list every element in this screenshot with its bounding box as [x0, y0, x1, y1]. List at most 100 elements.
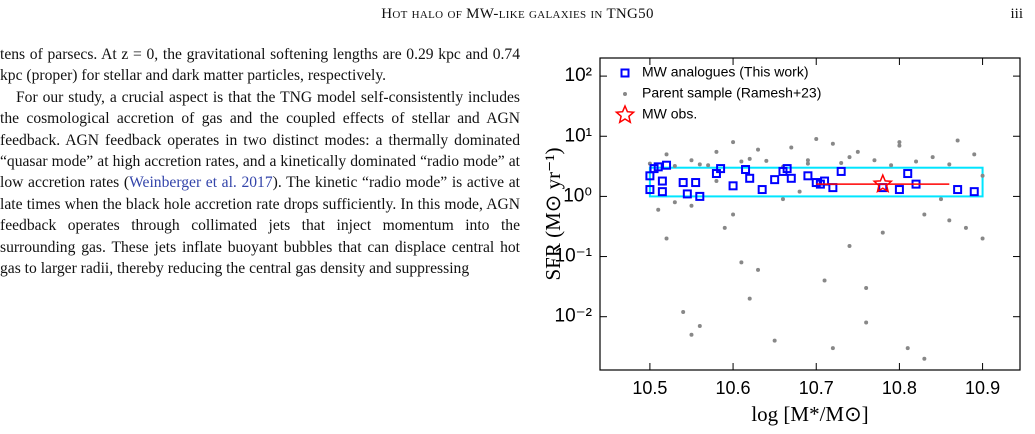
marker-dot	[656, 207, 661, 212]
marker-dot	[822, 278, 827, 283]
page-number: iii	[1010, 6, 1023, 22]
marker-square	[786, 173, 796, 183]
marker-dot	[864, 320, 869, 325]
legend-marker	[614, 104, 636, 124]
text: For our study, a crucial aspect is that …	[0, 88, 520, 192]
marker-square	[969, 187, 979, 197]
marker-square	[894, 185, 904, 195]
legend-marker	[620, 68, 630, 78]
legend-label: Parent sample (Ramesh+23)	[642, 85, 821, 101]
marker-dot	[847, 155, 852, 160]
marker-dot	[689, 203, 694, 208]
marker-dot	[880, 230, 885, 235]
marker-dot	[706, 163, 711, 168]
legend-label: MW obs.	[642, 106, 697, 122]
marker-square	[678, 178, 688, 188]
marker-dot	[897, 140, 902, 145]
marker-square	[770, 175, 780, 185]
marker-dot	[747, 296, 752, 301]
marker-dot	[947, 218, 952, 223]
marker-dot	[855, 149, 860, 154]
marker-dot	[805, 161, 810, 166]
marker-dot	[980, 173, 985, 178]
marker-dot	[955, 138, 960, 143]
marker-dot	[805, 158, 810, 163]
text: ). The kinetic “radio mode” is active at…	[0, 174, 520, 278]
marker-dot	[830, 346, 835, 351]
marker-square	[953, 185, 963, 195]
marker-square	[782, 164, 792, 174]
y-tick-label: 10⁻²	[555, 306, 593, 327]
marker-square	[691, 178, 701, 188]
legend-marker	[623, 92, 627, 96]
marker-dot	[739, 260, 744, 265]
marker-dot	[847, 243, 852, 248]
marker-square	[741, 165, 751, 175]
marker-dot	[689, 332, 694, 337]
marker-square	[828, 183, 838, 193]
y-axis-label: SFR (M⊙ yr⁻¹)	[541, 148, 565, 281]
marker-dot	[980, 236, 985, 241]
marker-dot	[664, 152, 669, 157]
marker-dot	[714, 179, 719, 184]
marker-dot	[689, 158, 694, 163]
y-tick-label: 10⁻¹	[555, 246, 593, 267]
marker-dot	[972, 152, 977, 157]
marker-square	[836, 166, 846, 176]
marker-dot	[772, 338, 777, 343]
marker-dot	[914, 159, 919, 164]
marker-dot	[814, 137, 819, 142]
marker-square	[662, 160, 672, 170]
selection-box	[648, 166, 984, 198]
marker-dot	[872, 158, 877, 163]
marker-dot	[672, 164, 677, 169]
x-tick-label: 10.6	[716, 378, 751, 398]
marker-square	[645, 185, 655, 195]
marker-square	[657, 176, 667, 186]
marker-dot	[739, 159, 744, 164]
marker-square	[695, 191, 705, 201]
marker-dot	[747, 156, 752, 161]
y-tick-label: 10¹	[565, 125, 592, 146]
running-header: Hot halo of MW-like galaxies in TNG50 ii…	[0, 6, 1035, 30]
x-tick-label: 10.5	[632, 378, 667, 398]
y-tick-label: 10⁰	[563, 185, 592, 206]
marker-square	[657, 187, 667, 197]
marker-dot	[789, 145, 794, 150]
marker-dot	[930, 155, 935, 160]
plot-frame	[599, 57, 1021, 371]
marker-dot	[764, 158, 769, 163]
marker-square	[903, 169, 913, 179]
marker-dot	[839, 160, 844, 165]
marker-dot	[830, 141, 835, 146]
y-tick-label: 10²	[565, 65, 592, 86]
marker-dot	[963, 225, 968, 230]
x-tick-label: 10.9	[965, 378, 1000, 398]
citation[interactable]: Weinberger et al. 2017	[129, 174, 273, 192]
marker-dot	[714, 149, 719, 154]
paragraph: For our study, a crucial aspect is that …	[0, 87, 520, 280]
marker-square	[803, 171, 813, 181]
marker-dot	[722, 225, 727, 230]
marker-dot	[905, 346, 910, 351]
text-column: tens of parsecs. At z = 0, the gravitati…	[0, 44, 520, 279]
marker-dot	[756, 147, 761, 152]
marker-square	[716, 164, 726, 174]
marker-dot	[731, 140, 736, 145]
marker-dot	[756, 267, 761, 272]
x-tick-label: 10.8	[882, 378, 917, 398]
marker-square	[728, 181, 738, 191]
marker-square	[745, 173, 755, 183]
marker-dot	[672, 200, 677, 205]
marker-dot	[889, 163, 894, 168]
marker-square	[757, 185, 767, 195]
marker-square	[682, 189, 692, 199]
marker-dot	[664, 236, 669, 241]
x-tick-label: 10.7	[799, 378, 834, 398]
marker-dot	[731, 212, 736, 217]
marker-dot	[780, 197, 785, 202]
paragraph: tens of parsecs. At z = 0, the gravitati…	[0, 46, 520, 85]
marker-dot	[897, 143, 902, 148]
